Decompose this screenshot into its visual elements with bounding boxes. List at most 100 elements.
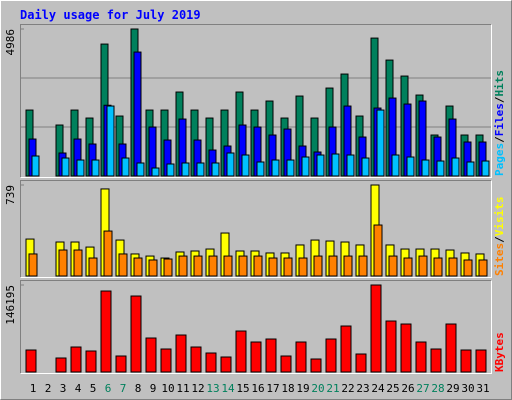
bar (148, 259, 158, 277)
bar (265, 338, 277, 373)
x-tick-label: 28 (431, 382, 444, 395)
legend-separator: / (493, 136, 506, 143)
x-tick-label: 13 (206, 382, 219, 395)
bar (268, 257, 278, 277)
bar (418, 255, 428, 277)
bar (370, 284, 382, 373)
bar (61, 157, 70, 177)
panel-highlight (20, 180, 492, 278)
bar (100, 290, 112, 373)
x-tick-label: 11 (176, 382, 189, 395)
bar (178, 255, 188, 277)
bar (376, 109, 385, 177)
legend: Pages/Files/Hits (493, 70, 506, 176)
bar (181, 162, 190, 177)
bar (223, 255, 233, 277)
x-tick-label: 31 (476, 382, 489, 395)
bar (301, 156, 310, 177)
bar (31, 155, 40, 177)
bar (133, 51, 142, 177)
bar (133, 257, 143, 277)
bar (298, 257, 308, 277)
x-tick-label: 9 (150, 382, 157, 395)
bar (211, 162, 220, 177)
bar (208, 255, 218, 277)
bar (190, 346, 202, 373)
bar (340, 325, 352, 373)
x-tick-label: 17 (266, 382, 279, 395)
legend-entry: Files (493, 103, 506, 136)
bar (310, 358, 322, 373)
bar (283, 257, 293, 277)
bar (25, 349, 37, 373)
x-tick-label: 4 (75, 382, 82, 395)
bar (478, 259, 488, 277)
bar (421, 159, 430, 177)
y-tick-label: 146195 (4, 285, 17, 325)
x-tick-label: 2 (45, 382, 52, 395)
bar (73, 249, 83, 277)
bar (163, 258, 173, 277)
bar (328, 255, 338, 277)
bar (85, 350, 97, 373)
bar (193, 255, 203, 277)
y-tick-label: 739 (4, 185, 17, 205)
legend-separator: / (493, 96, 506, 103)
bar (115, 355, 127, 373)
bar (196, 162, 205, 177)
legend-entry: Pages (493, 143, 506, 176)
bar (256, 161, 265, 177)
bar (475, 349, 487, 373)
bar (280, 355, 292, 373)
legend-entry: Sites (493, 243, 506, 276)
x-tick-label: 26 (401, 382, 414, 395)
panel-shadow (20, 180, 492, 278)
x-tick-label: 6 (105, 382, 112, 395)
y-tick-label: 4986 (4, 29, 17, 56)
x-tick-label: 1 (30, 382, 37, 395)
x-tick-label: 14 (221, 382, 235, 395)
bar (400, 323, 412, 373)
bar (346, 154, 355, 177)
x-tick-label: 8 (135, 382, 142, 395)
x-tick-label: 7 (120, 382, 127, 395)
legend: KBytes (493, 332, 506, 372)
bar (385, 320, 397, 373)
x-tick-label: 16 (251, 382, 264, 395)
bar (76, 159, 85, 177)
bar (160, 348, 172, 373)
bar (433, 257, 443, 277)
bar (226, 152, 235, 177)
bar (451, 157, 460, 177)
bar (130, 295, 142, 373)
bar (253, 255, 263, 277)
x-tick-label: 19 (296, 382, 309, 395)
bar (241, 154, 250, 177)
legend-entry: KBytes (493, 332, 506, 372)
bar (235, 330, 247, 373)
x-tick-label: 24 (371, 382, 385, 395)
chart-title: Daily usage for July 2019 (20, 8, 201, 22)
bar (205, 352, 217, 373)
bar (175, 334, 187, 373)
legend-entry: Visits (493, 197, 506, 237)
bar (460, 349, 472, 373)
x-tick-label: 15 (236, 382, 249, 395)
bar (358, 255, 368, 277)
bar (103, 230, 113, 277)
x-tick-label: 12 (191, 382, 204, 395)
bar (121, 157, 130, 177)
legend: Sites/Visits (493, 197, 506, 277)
bar (28, 253, 38, 277)
legend-entry: Hits (493, 70, 506, 97)
x-tick-label: 3 (60, 382, 67, 395)
x-tick-label: 25 (386, 382, 399, 395)
bar (55, 357, 67, 373)
panel-shadow (20, 280, 492, 374)
x-tick-label: 22 (341, 382, 354, 395)
bar (388, 255, 398, 277)
bar (445, 323, 457, 373)
x-tick-label: 20 (311, 382, 324, 395)
bar (343, 255, 353, 277)
